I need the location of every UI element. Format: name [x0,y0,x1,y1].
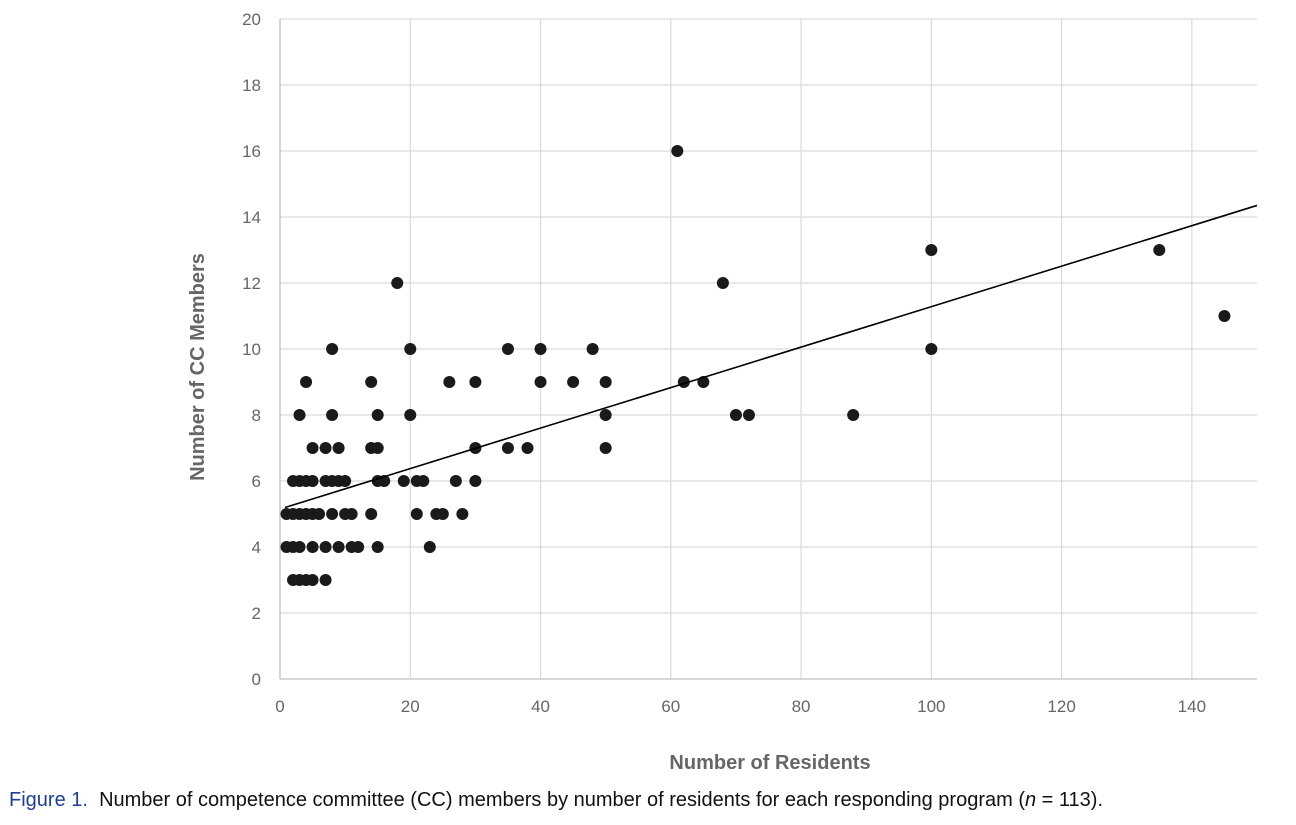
data-point [326,508,339,520]
caption-text: Number of competence committee (CC) memb… [99,789,1025,811]
data-point [567,376,580,388]
data-point [925,343,938,355]
data-point [469,376,482,388]
x-tick-label: 80 [792,697,811,716]
data-point [391,277,404,289]
data-point [306,442,319,454]
y-tick-label: 8 [252,406,261,425]
data-point [671,145,684,157]
data-point [313,508,326,520]
data-point [345,508,358,520]
data-point [925,244,938,256]
data-point [1218,310,1231,322]
y-tick-label: 2 [252,604,261,623]
x-tick-label: 100 [917,697,945,716]
data-point [443,376,456,388]
data-point [397,475,410,487]
y-tick-label: 16 [242,142,261,161]
x-tick-label: 120 [1047,697,1075,716]
y-axis-title: Number of CC Members [187,253,209,481]
data-point [365,508,378,520]
x-tick-label: 40 [531,697,550,716]
x-tick-label: 0 [275,697,284,716]
data-point [501,442,514,454]
trendline [284,204,1258,509]
data-point [599,376,612,388]
data-point [404,343,417,355]
data-point [326,409,339,421]
data-point [293,409,306,421]
data-point [371,442,384,454]
y-tick-label: 6 [252,472,261,491]
data-point [417,475,430,487]
data-point [521,442,534,454]
y-tick-label: 14 [242,208,261,227]
caption-n-symbol: n [1025,789,1037,811]
data-point [371,409,384,421]
data-point [534,343,547,355]
data-point [365,376,378,388]
data-point [599,442,612,454]
data-point [501,343,514,355]
data-point [306,574,319,586]
data-point [534,376,547,388]
data-point [729,409,742,421]
data-point [352,541,365,553]
y-tick-label: 20 [242,10,261,29]
x-tick-label: 20 [401,697,420,716]
data-point [423,541,436,553]
data-point [410,508,423,520]
data-point [300,376,313,388]
figure-caption: Figure 1. Number of competence committee… [9,789,1103,812]
caption-n-value: = 113). [1036,789,1104,811]
y-tick-label: 0 [252,670,261,689]
data-point [742,409,755,421]
data-point [319,541,332,553]
data-point [847,409,860,421]
data-point [371,541,384,553]
y-tick-label: 4 [252,538,261,557]
y-tick-label: 10 [242,340,261,359]
x-tick-label: 140 [1178,697,1206,716]
data-point [332,442,345,454]
data-point [319,574,332,586]
x-tick-label: 60 [661,697,680,716]
data-point [404,409,417,421]
x-axis-title: Number of Residents [669,752,870,774]
y-tick-label: 12 [242,274,261,293]
data-point [306,541,319,553]
data-point [716,277,729,289]
data-point [449,475,462,487]
data-point [469,475,482,487]
data-point [339,475,352,487]
scatter-chart: 0 2 4 6 8 10 12 14 16 18 20 0 20 40 60 80 100 120 140 Num… [187,10,1258,774]
data-point [456,508,469,520]
figure-label: Figure 1. [9,789,88,811]
data-point [306,475,319,487]
y-tick-label: 18 [242,76,261,95]
data-point [319,442,332,454]
data-point [1153,244,1166,256]
data-point [332,541,345,553]
data-point [436,508,449,520]
data-point [599,409,612,421]
data-point [326,343,339,355]
data-point [586,343,599,355]
data-point [293,541,306,553]
